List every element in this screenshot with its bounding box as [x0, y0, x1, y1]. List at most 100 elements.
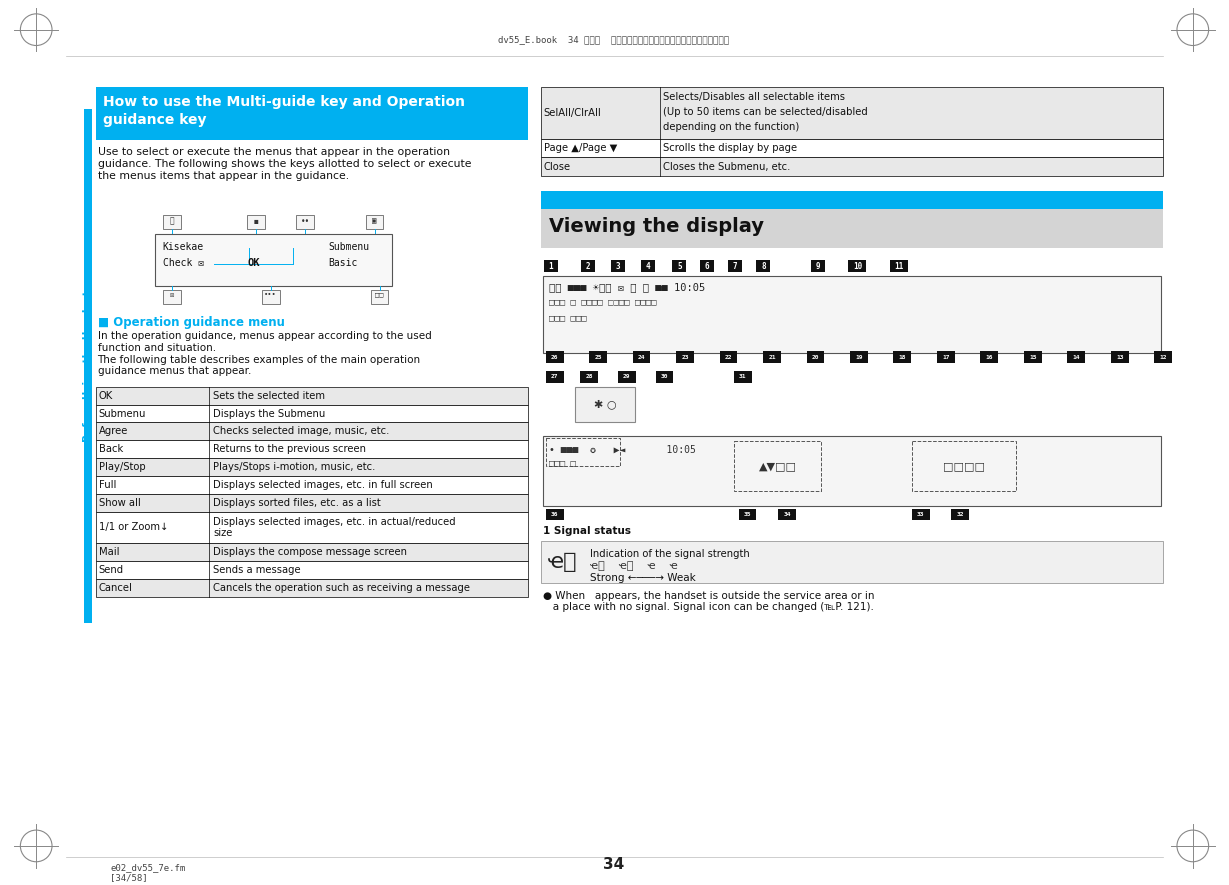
Text: •••: •••: [264, 292, 277, 298]
Bar: [96, 494, 528, 512]
Bar: [541, 542, 1163, 582]
Text: 11: 11: [895, 262, 903, 271]
Text: 20: 20: [811, 355, 820, 359]
Bar: [912, 442, 1015, 491]
Text: 36: 36: [551, 512, 558, 517]
Bar: [96, 387, 528, 404]
Bar: [96, 579, 528, 596]
Text: ✉: ✉: [170, 292, 173, 298]
Text: Displays the Submenu: Displays the Submenu: [214, 409, 326, 419]
Text: Agree: Agree: [98, 427, 128, 436]
Text: Plays/Stops i-motion, music, etc.: Plays/Stops i-motion, music, etc.: [214, 462, 376, 472]
Text: 30: 30: [661, 374, 669, 380]
Text: Submenu: Submenu: [98, 409, 146, 419]
Bar: [912, 509, 929, 520]
Text: 25: 25: [595, 355, 602, 359]
Bar: [543, 276, 1161, 353]
Text: ▲▼□□: ▲▼□□: [760, 461, 798, 471]
Text: ҽᴥ ■■■ ☀ＳＤ ✉ Ｒ Ｆ ■■ 10:05: ҽᴥ ■■■ ☀ＳＤ ✉ Ｒ Ｆ ■■ 10:05: [548, 282, 705, 292]
Bar: [672, 260, 686, 272]
Bar: [734, 442, 821, 491]
Bar: [541, 158, 1163, 176]
Bar: [96, 543, 528, 561]
Text: How to use the Multi-guide key and Operation: How to use the Multi-guide key and Opera…: [103, 95, 466, 109]
Text: 18: 18: [898, 355, 906, 359]
Bar: [541, 191, 1163, 209]
Text: 10: 10: [853, 262, 862, 271]
Bar: [575, 387, 635, 422]
Text: guidance key: guidance key: [103, 112, 206, 127]
Text: 21: 21: [768, 355, 775, 359]
Bar: [951, 509, 970, 520]
Text: Closes the Submenu, etc.: Closes the Submenu, etc.: [664, 162, 790, 172]
Bar: [371, 290, 388, 304]
Text: Cancel: Cancel: [98, 582, 133, 593]
Text: Cancels the operation such as receiving a message: Cancels the operation such as receiving …: [214, 582, 471, 593]
Text: Displays the compose message screen: Displays the compose message screen: [214, 547, 407, 557]
Text: 14: 14: [1073, 355, 1080, 359]
Text: □□□ □: □□□ □: [548, 458, 575, 467]
Text: 13: 13: [1116, 355, 1123, 359]
Text: 23: 23: [681, 355, 688, 359]
Text: Checks selected image, music, etc.: Checks selected image, music, etc.: [214, 427, 390, 436]
Text: 1 Signal status: 1 Signal status: [543, 527, 630, 536]
Bar: [543, 436, 1161, 505]
Bar: [96, 512, 528, 543]
Text: ••: ••: [301, 217, 310, 226]
Text: Viewing the display: Viewing the display: [548, 217, 763, 235]
Bar: [611, 260, 624, 272]
Bar: [546, 509, 564, 520]
Bar: [546, 351, 564, 363]
Text: ◼: ◼: [253, 217, 258, 226]
Text: ● When   appears, the handset is outside the service area or in
   a place with : ● When appears, the handset is outside t…: [543, 590, 874, 612]
Bar: [366, 215, 383, 228]
Text: Selects/Disables all selectable items: Selects/Disables all selectable items: [664, 92, 846, 102]
Text: Send: Send: [98, 565, 124, 575]
Text: ▣: ▣: [372, 217, 377, 226]
Text: 6: 6: [704, 262, 709, 271]
Text: ҽᴥ: ҽᴥ: [548, 552, 578, 572]
Bar: [763, 351, 780, 363]
Bar: [96, 87, 528, 140]
Text: e02_dv55_7e.fm
[34/58]: e02_dv55_7e.fm [34/58]: [111, 863, 186, 882]
Bar: [155, 235, 392, 286]
Text: ■ Operation guidance menu: ■ Operation guidance menu: [97, 316, 284, 328]
Text: 34: 34: [783, 512, 791, 517]
Text: Before Using the Handset: Before Using the Handset: [82, 290, 92, 442]
Bar: [936, 351, 955, 363]
Bar: [581, 260, 595, 272]
Text: OK: OK: [247, 258, 261, 268]
Text: ☰: ☰: [170, 217, 175, 226]
Text: 35: 35: [744, 512, 751, 517]
Text: 8: 8: [761, 262, 766, 271]
Bar: [640, 260, 655, 272]
Text: 29: 29: [623, 374, 630, 380]
Bar: [890, 260, 908, 272]
Text: 7: 7: [732, 262, 737, 271]
Bar: [1111, 351, 1128, 363]
Bar: [893, 351, 911, 363]
Text: Mail: Mail: [98, 547, 119, 557]
Text: 4: 4: [645, 262, 650, 271]
Text: Page ▲/Page ▼: Page ▲/Page ▼: [543, 142, 617, 153]
Bar: [580, 371, 599, 383]
Bar: [546, 371, 564, 383]
Bar: [806, 351, 825, 363]
Text: 1: 1: [548, 262, 553, 271]
Text: 5: 5: [677, 262, 682, 271]
Text: Basic: Basic: [328, 258, 358, 268]
Bar: [589, 351, 607, 363]
Text: In the operation guidance, menus appear according to the used
function and situa: In the operation guidance, menus appear …: [97, 332, 431, 376]
Text: 17: 17: [943, 355, 950, 359]
Text: 15: 15: [1029, 355, 1036, 359]
Bar: [811, 260, 825, 272]
Text: □□: □□: [375, 292, 383, 298]
Bar: [701, 260, 714, 272]
Text: Use to select or execute the menus that appear in the operation
guidance. The fo: Use to select or execute the menus that …: [97, 148, 471, 181]
Bar: [541, 87, 1163, 139]
Bar: [163, 215, 181, 228]
Bar: [541, 139, 1163, 158]
Text: Full: Full: [98, 480, 116, 489]
Bar: [543, 260, 558, 272]
Bar: [1024, 351, 1042, 363]
